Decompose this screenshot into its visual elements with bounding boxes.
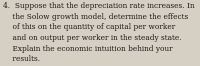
Text: 4.  Suppose that the depreciation rate increases. In
    the Solow growth model,: 4. Suppose that the depreciation rate in… bbox=[3, 2, 195, 63]
